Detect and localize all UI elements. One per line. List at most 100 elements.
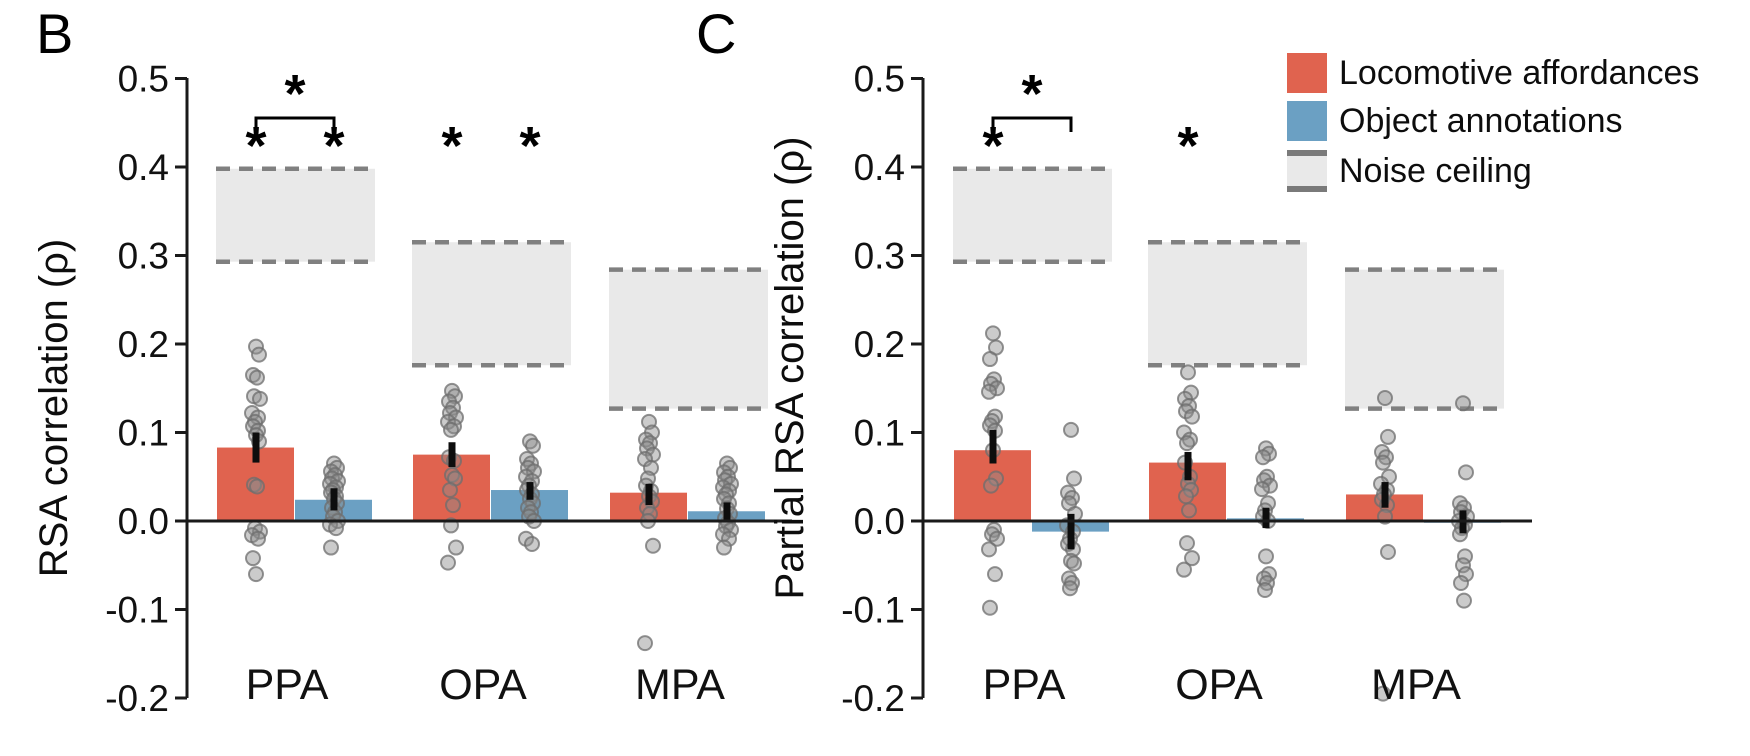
noise-ceiling-MPA <box>609 269 768 409</box>
data-point <box>1377 389 1393 406</box>
x-tick-label-PPA: PPA <box>246 661 329 709</box>
data-point <box>245 550 261 567</box>
data-point <box>1255 449 1271 466</box>
data-point <box>1254 481 1270 498</box>
scatter-PPA-object-annotations <box>1059 421 1083 597</box>
data-point <box>645 537 661 554</box>
y-axis-title-B: RSA correlation (ρ) <box>32 238 76 578</box>
x-tick-label-MPA: MPA <box>1371 661 1461 709</box>
y-tick-label: -0.1 <box>105 590 169 631</box>
noise-ceiling-MPA <box>1345 269 1504 409</box>
x-tick-label-MPA: MPA <box>635 661 725 709</box>
y-tick-label: -0.2 <box>105 678 169 719</box>
legend-swatch-locomotive <box>1287 53 1327 93</box>
data-point <box>442 482 458 499</box>
noise-ceiling-PPA <box>216 168 375 262</box>
legend-swatch-object <box>1287 101 1327 141</box>
data-point <box>981 383 997 400</box>
data-point <box>1063 421 1079 438</box>
scatter-MPA-locomotive-affordances <box>1373 389 1397 702</box>
data-point <box>1184 408 1200 425</box>
scatter-MPA-object-annotations <box>715 455 739 556</box>
data-point <box>716 539 732 556</box>
y-tick-label: 0.4 <box>118 147 169 188</box>
data-point <box>637 635 653 652</box>
noise-ceiling-OPA <box>412 242 571 366</box>
y-tick-label: 0.1 <box>118 413 169 454</box>
y-tick-label: 0.3 <box>118 236 169 277</box>
data-point <box>981 541 997 558</box>
sig-bracket-star-PPA: * <box>284 64 305 124</box>
y-tick-label: 0.0 <box>118 501 169 542</box>
data-point <box>1375 685 1391 702</box>
legend-label-object: Object annotations <box>1339 102 1623 140</box>
data-point <box>985 325 1001 342</box>
data-point <box>1262 477 1278 494</box>
data-point <box>1455 557 1471 574</box>
data-point <box>1066 555 1082 572</box>
data-point <box>1380 543 1396 560</box>
sig-bracket-PPA <box>254 116 336 132</box>
data-point <box>524 536 540 553</box>
panel-letter-C: C <box>696 2 737 65</box>
legend-item-noise-ceiling: Noise ceiling <box>1287 150 1532 192</box>
data-point <box>323 539 339 556</box>
sig-bracket-star-PPA: * <box>1021 64 1042 124</box>
x-tick-label-PPA: PPA <box>983 661 1066 709</box>
data-point <box>987 566 1003 583</box>
data-point <box>1453 574 1469 591</box>
data-point <box>721 530 737 547</box>
y-axis-title-C: Partial RSA correlation (ρ) <box>768 136 812 600</box>
x-tick-label-OPA: OPA <box>439 661 527 709</box>
data-point <box>1375 454 1391 471</box>
data-point <box>249 478 265 495</box>
data-point <box>1181 502 1197 519</box>
data-point <box>982 599 998 616</box>
data-point <box>1184 550 1200 567</box>
data-point <box>1179 535 1195 552</box>
y-tick-label: 0.2 <box>118 324 169 365</box>
data-point <box>248 566 264 583</box>
y-tick-label: 0.4 <box>854 147 905 188</box>
y-tick-label: 0.0 <box>854 501 905 542</box>
data-point <box>525 437 541 454</box>
data-point <box>1178 488 1194 505</box>
data-point <box>251 346 267 363</box>
sig-star-OPA-object: * <box>519 116 540 176</box>
data-point <box>1258 548 1274 565</box>
panel-C-plot: 0.5 0.4 0.3 0.2 0.1 0.0 -0.1 -0.2 PPA OPA MPA * * * <box>841 59 1532 719</box>
legend-item-locomotive-affordances: Locomotive affordances <box>1287 52 1699 94</box>
data-point <box>989 380 1005 397</box>
data-point <box>1380 428 1396 445</box>
data-point <box>448 539 464 556</box>
data-point <box>250 530 266 547</box>
legend-item-object-annotations: Object annotations <box>1287 100 1623 142</box>
data-point <box>440 554 456 571</box>
data-point <box>1176 561 1192 578</box>
data-point <box>1455 395 1471 412</box>
scatter-OPA-locomotive-affordances <box>440 382 464 571</box>
sig-star-PPA-object: * <box>323 116 344 176</box>
data-point <box>1179 435 1195 452</box>
scatter-MPA-locomotive-affordances <box>637 413 661 652</box>
sig-star-PPA-locomotive: * <box>982 116 1003 176</box>
data-point <box>445 497 461 514</box>
y-tick-label: 0.2 <box>854 324 905 365</box>
legend-swatch-noise-ceiling <box>1287 150 1327 192</box>
y-tick-label: 0.3 <box>854 236 905 277</box>
x-tick-label-OPA: OPA <box>1175 661 1263 709</box>
legend-label-locomotive: Locomotive affordances <box>1339 54 1700 92</box>
legend-label-noise-ceiling: Noise ceiling <box>1339 152 1532 190</box>
sig-star-OPA-locomotive: * <box>441 116 462 176</box>
data-point <box>1180 364 1196 381</box>
sig-star-PPA-locomotive: * <box>245 116 266 176</box>
y-tick-label: -0.2 <box>841 678 905 719</box>
data-point <box>1257 582 1273 599</box>
noise-ceiling-OPA <box>1148 242 1307 366</box>
scatter-PPA-locomotive-affordances <box>981 325 1005 616</box>
data-point <box>1458 464 1474 481</box>
data-point <box>443 421 459 438</box>
data-point <box>983 477 999 494</box>
data-point <box>1458 566 1474 583</box>
